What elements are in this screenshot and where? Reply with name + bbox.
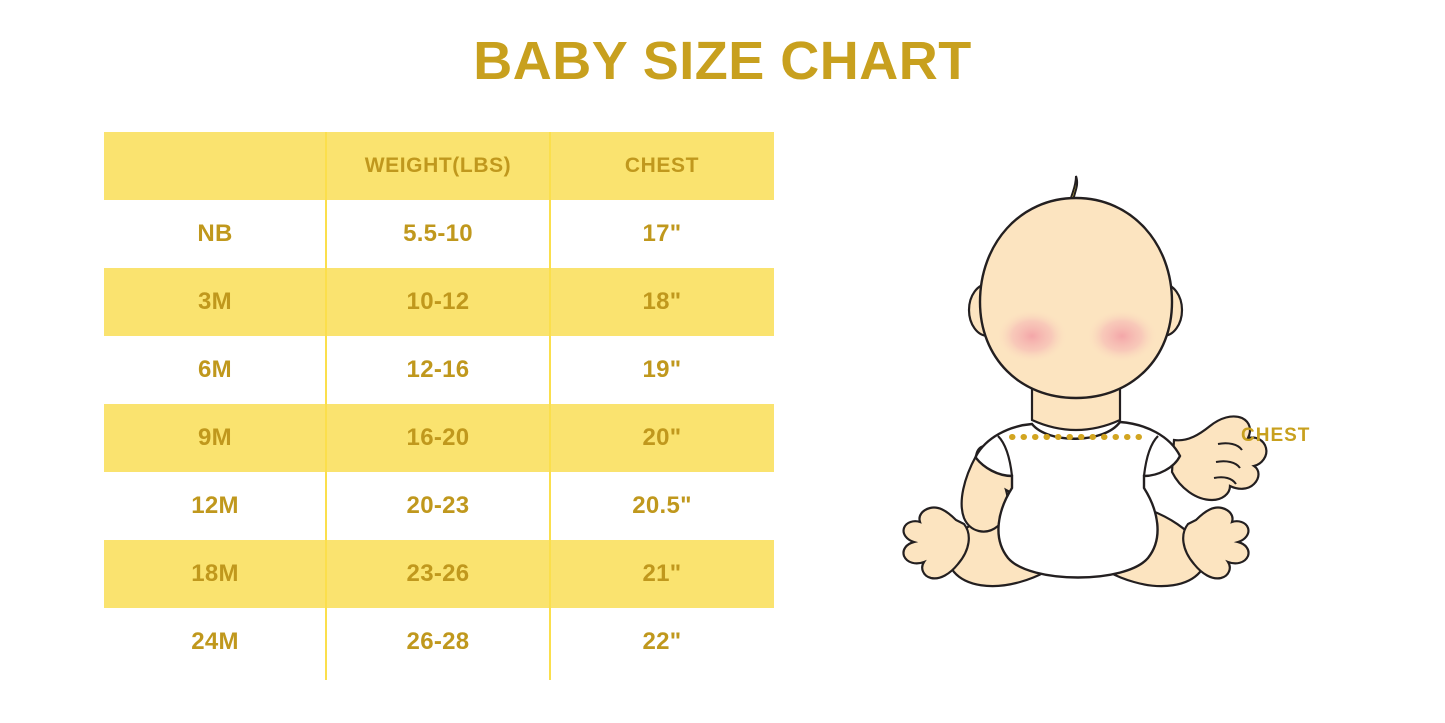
fist-knuckle-line-2 <box>1215 460 1241 469</box>
cell-size: NB <box>104 200 326 268</box>
cell-chest: 20.5" <box>550 472 774 540</box>
cell-size: 24M <box>104 608 326 676</box>
table-row: NB 5.5-10 17" <box>104 200 774 268</box>
head <box>978 196 1174 400</box>
left-sleeve-line <box>997 435 1014 477</box>
table-column-divider-2 <box>549 132 551 680</box>
table-row: 24M 26-28 22" <box>104 608 774 676</box>
header-size <box>104 132 326 200</box>
cell-chest: 20" <box>550 404 774 472</box>
cell-weight: 20-23 <box>326 472 550 540</box>
table-row: 3M 10-12 18" <box>104 268 774 336</box>
header-weight: WEIGHT(LBS) <box>326 132 550 200</box>
cell-size: 9M <box>104 404 326 472</box>
left-foot <box>902 506 970 580</box>
cell-weight: 5.5-10 <box>326 200 550 268</box>
table-header-row: WEIGHT(LBS) CHEST <box>104 132 774 200</box>
table-column-divider-1 <box>325 132 327 680</box>
table-row: 6M 12-16 19" <box>104 336 774 404</box>
cell-weight: 10-12 <box>326 268 550 336</box>
size-table: WEIGHT(LBS) CHEST NB 5.5-10 17" 3M 10-12… <box>104 132 774 676</box>
table-row: 9M 16-20 20" <box>104 404 774 472</box>
cell-weight: 26-28 <box>326 608 550 676</box>
right-cheek-blush <box>1086 309 1158 363</box>
cell-size: 18M <box>104 540 326 608</box>
cell-chest: 21" <box>550 540 774 608</box>
page-title: BABY SIZE CHART <box>473 31 972 91</box>
cell-weight: 12-16 <box>326 336 550 404</box>
baby-illustration <box>902 175 1268 588</box>
fist-knuckle-line-1 <box>1217 442 1243 451</box>
cell-weight: 16-20 <box>326 404 550 472</box>
cell-chest: 19" <box>550 336 774 404</box>
cell-chest: 18" <box>550 268 774 336</box>
fist-knuckle-line-3 <box>1213 476 1237 485</box>
right-sleeve-line <box>1142 435 1159 477</box>
left-cheek-blush <box>996 309 1068 363</box>
cell-size: 6M <box>104 336 326 404</box>
right-foot <box>1182 506 1250 580</box>
cell-weight: 23-26 <box>326 540 550 608</box>
right-fist <box>1170 415 1268 502</box>
table-row: 12M 20-23 20.5" <box>104 472 774 540</box>
cell-chest: 17" <box>550 200 774 268</box>
onesie-body <box>974 420 1182 579</box>
header-chest: CHEST <box>550 132 774 200</box>
table-row: 18M 23-26 21" <box>104 540 774 608</box>
chest-annotation-label: CHEST <box>1241 425 1311 446</box>
cell-size: 3M <box>104 268 326 336</box>
cell-size: 12M <box>104 472 326 540</box>
cell-chest: 22" <box>550 608 774 676</box>
